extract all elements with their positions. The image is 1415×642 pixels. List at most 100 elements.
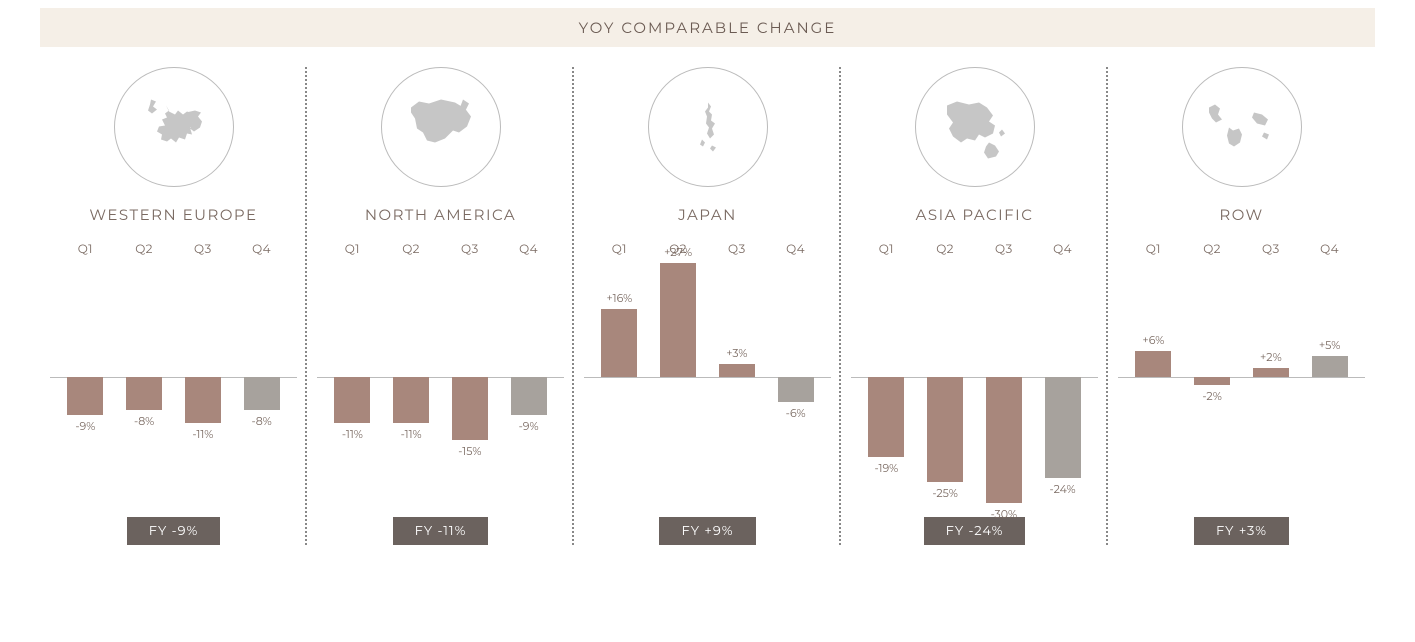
quarter-label: Q4 <box>1300 242 1359 257</box>
quarter-header-row: Q1Q2Q3Q4 <box>50 242 297 257</box>
bar-value-label: +16% <box>607 291 633 305</box>
bar <box>719 364 755 377</box>
bar <box>452 377 488 440</box>
bar <box>1194 377 1230 385</box>
region-name: ROW <box>1118 205 1365 224</box>
bar-slot: +5% <box>1300 263 1359 503</box>
bar-slot: -11% <box>382 263 441 503</box>
bar-slot: -15% <box>441 263 500 503</box>
quarter-label: Q2 <box>1183 242 1242 257</box>
quarter-label: Q4 <box>232 242 291 257</box>
quarter-label: Q3 <box>174 242 233 257</box>
region-map-icon <box>915 67 1035 187</box>
bar-slot: -9% <box>499 263 558 503</box>
bars-group: +16% +27% +3% -6% <box>590 263 825 503</box>
quarter-label: Q1 <box>857 242 916 257</box>
bar-slot: -24% <box>1033 263 1092 503</box>
bar-value-label: -19% <box>874 461 898 475</box>
bar-slot: +2% <box>1242 263 1301 503</box>
bar <box>67 377 103 415</box>
quarter-label: Q4 <box>766 242 825 257</box>
bar <box>185 377 221 423</box>
region-panel: WESTERN EUROPEQ1Q2Q3Q4-9%-8%-11%-8%FY -9… <box>40 67 307 545</box>
quarter-label: Q3 <box>708 242 767 257</box>
quarter-label: Q4 <box>499 242 558 257</box>
bar-slot: -25% <box>916 263 975 503</box>
bar-slot: -19% <box>857 263 916 503</box>
bar-slot: +16% <box>590 263 649 503</box>
bar-value-label: -8% <box>252 414 272 428</box>
region-name: WESTERN EUROPE <box>50 205 297 224</box>
bar <box>1045 377 1081 478</box>
bars-group: -11% -11% -15% -9% <box>323 263 558 503</box>
bar <box>1253 368 1289 376</box>
region-map-icon <box>381 67 501 187</box>
bar <box>1312 356 1348 377</box>
bar <box>334 377 370 423</box>
quarter-label: Q1 <box>56 242 115 257</box>
region-panel: NORTH AMERICA Q1Q2Q3Q4 -11% -11% -15% -9% FY -… <box>307 67 574 545</box>
quarter-label: Q2 <box>382 242 441 257</box>
region-panel: ROW Q1Q2Q3Q4 +6% -2% +2%+5% FY +3% <box>1108 67 1375 545</box>
bar <box>601 309 637 376</box>
bar-slot: -6% <box>766 263 825 503</box>
bar-value-label: -24% <box>1050 482 1076 496</box>
bar <box>511 377 547 415</box>
bar <box>393 377 429 423</box>
bar-slot: -11% <box>174 263 233 503</box>
region-chart: -11% -11% -15% -9% <box>317 263 564 503</box>
region-chart: +16% +27% +3% -6% <box>584 263 831 503</box>
region-name: ASIA PACIFIC <box>851 205 1098 224</box>
bar-value-label: -6% <box>786 406 806 420</box>
fy-badge: FY -11% <box>393 517 489 545</box>
bar-slot: +6% <box>1124 263 1183 503</box>
bar-value-label: -11% <box>342 427 363 441</box>
bar <box>986 377 1022 503</box>
fy-badge: FY +3% <box>1194 517 1289 545</box>
bar-value-label: -25% <box>932 486 958 500</box>
region-map-icon <box>1182 67 1302 187</box>
bars-group: -9% -8% -11% -8% <box>56 263 291 503</box>
bar-slot: -2% <box>1183 263 1242 503</box>
bar-slot: -11% <box>323 263 382 503</box>
header-title: YOY COMPARABLE CHANGE <box>40 8 1375 47</box>
bar-slot: -30% <box>975 263 1034 503</box>
quarter-label: Q2 <box>916 242 975 257</box>
fy-badge: FY -24% <box>924 517 1026 545</box>
region-chart: -9% -8% -11% -8% <box>50 263 297 503</box>
fy-badge: FY +9% <box>659 517 755 545</box>
bar <box>660 263 696 377</box>
region-panel: JAPANQ1Q2Q3Q4+16%+27%+3%-6%FY +9% <box>574 67 841 545</box>
bar-slot: +27% <box>649 263 708 503</box>
bar-value-label: +6% <box>1142 333 1164 347</box>
bar-slot: -8% <box>115 263 174 503</box>
quarter-header-row: Q1Q2Q3Q4 <box>317 242 564 257</box>
quarter-label: Q3 <box>1242 242 1301 257</box>
bar-value-label: -11% <box>192 427 213 441</box>
bar-value-label: -11% <box>401 427 422 441</box>
bar-value-label: +3% <box>726 346 747 360</box>
bar-value-label: -8% <box>134 414 154 428</box>
bar-value-label: -9% <box>519 419 539 433</box>
region-map-icon <box>648 67 768 187</box>
quarter-header-row: Q1Q2Q3Q4 <box>1118 242 1365 257</box>
bar-slot: +3% <box>708 263 767 503</box>
quarter-label: Q3 <box>975 242 1034 257</box>
quarter-label: Q3 <box>441 242 500 257</box>
region-name: NORTH AMERICA <box>317 205 564 224</box>
bar <box>126 377 162 411</box>
bar <box>868 377 904 457</box>
quarter-label: Q1 <box>590 242 649 257</box>
quarter-label: Q2 <box>115 242 174 257</box>
bar-slot: -9% <box>56 263 115 503</box>
bar-value-label: -2% <box>1202 389 1222 403</box>
quarter-header-row: Q1Q2Q3Q4 <box>584 242 831 257</box>
bar <box>778 377 814 402</box>
bar <box>927 377 963 482</box>
bar <box>244 377 280 411</box>
quarter-header-row: Q1Q2Q3Q4 <box>851 242 1098 257</box>
bar-slot: -8% <box>232 263 291 503</box>
quarter-label: Q4 <box>1033 242 1092 257</box>
quarter-label: Q1 <box>323 242 382 257</box>
region-chart: +6% -2% +2%+5% <box>1118 263 1365 503</box>
